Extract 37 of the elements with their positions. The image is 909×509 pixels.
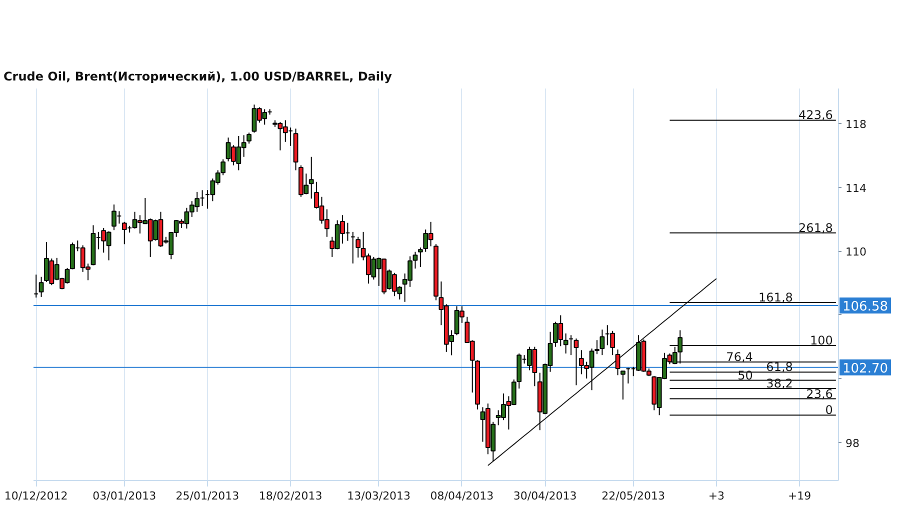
series-label: 76,4 — [726, 350, 753, 364]
x-tick-label: +3 — [708, 490, 725, 502]
candlestick — [308, 156, 314, 200]
series-label: 0 — [825, 403, 833, 418]
x-tick-label: 08/04/2013 — [430, 490, 494, 502]
candlestick — [574, 338, 579, 386]
line-series — [487, 278, 717, 466]
y-tick-label: 114 — [846, 182, 866, 195]
y-tick-label: 98 — [846, 436, 860, 450]
candlestick — [615, 349, 620, 376]
candlestick — [38, 276, 44, 298]
series-label: 23,6 — [806, 386, 833, 401]
chart-title: Crude Oil, Brent(Исторический), 1.00 USD/BARREL, Daily — [4, 70, 392, 84]
series-label: 161,8 — [758, 290, 793, 305]
candlestick — [620, 370, 626, 400]
x-tick-label: 18/02/2013 — [258, 490, 322, 502]
x-tick-label: +19 — [788, 490, 812, 502]
ref-line-label: 102.70 — [842, 361, 888, 376]
series-label: 100 — [810, 334, 833, 348]
series-label: 50 — [738, 368, 753, 382]
x-tick-label: 25/01/2013 — [176, 490, 240, 502]
candlestick — [600, 329, 605, 356]
x-tick-label: 03/01/2013 — [92, 490, 156, 502]
series-label: 423,6 — [798, 108, 833, 122]
candlestick — [563, 332, 568, 354]
y-tick-label: 110 — [846, 246, 866, 259]
ref-line-label: 106.58 — [842, 300, 888, 315]
x-tick-label: 30/04/2013 — [513, 490, 577, 502]
y-tick-label: 118 — [846, 118, 866, 132]
candlestick — [418, 247, 423, 268]
candlestick — [246, 132, 252, 144]
candlestick — [356, 236, 361, 258]
x-tick-label: 10/12/2012 — [4, 490, 68, 502]
series-label: 38,2 — [766, 376, 793, 391]
series-label: 261,8 — [798, 220, 833, 235]
x-tick-label: 22/05/2013 — [602, 490, 666, 502]
x-tick-label: 13/03/2013 — [347, 490, 411, 502]
